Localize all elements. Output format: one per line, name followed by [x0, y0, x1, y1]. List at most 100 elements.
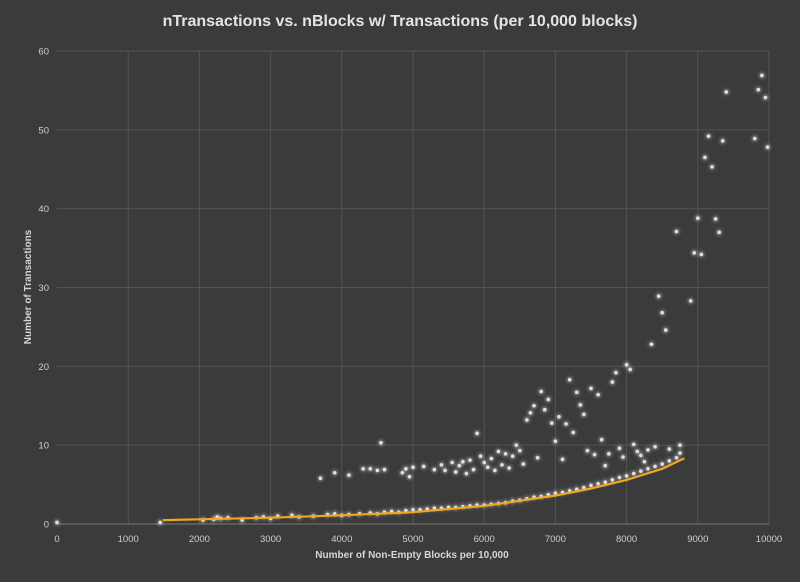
data-point — [596, 392, 600, 397]
chart-title: nTransactions vs. nBlocks w/ Transaction… — [163, 13, 638, 30]
data-point — [724, 90, 729, 94]
data-point — [457, 463, 462, 468]
data-point — [653, 464, 657, 469]
data-point — [496, 449, 501, 454]
data-point — [553, 439, 558, 444]
data-point — [603, 463, 608, 468]
data-point — [542, 407, 547, 412]
x-tick-label: 6000 — [474, 534, 495, 545]
data-point — [475, 431, 479, 436]
data-point — [688, 299, 693, 303]
data-point — [361, 467, 365, 471]
data-point — [631, 471, 636, 476]
y-tick-label: 0 — [44, 520, 49, 531]
data-point — [696, 216, 700, 220]
x-tick-label: 2000 — [189, 534, 210, 545]
data-point — [639, 453, 643, 458]
trendline-layer — [162, 457, 685, 522]
data-point — [489, 456, 494, 461]
data-point — [621, 455, 625, 459]
data-point — [443, 468, 447, 473]
data-point — [500, 463, 504, 467]
data-point — [503, 452, 508, 456]
data-point — [347, 473, 351, 477]
data-point — [710, 165, 714, 169]
data-point — [553, 491, 558, 496]
x-tick-label: 1000 — [118, 534, 139, 545]
data-point — [713, 217, 718, 221]
data-point — [617, 446, 622, 451]
data-point — [546, 397, 551, 402]
data-point — [610, 380, 615, 384]
data-point — [667, 459, 672, 463]
data-point — [439, 463, 444, 467]
data-point — [318, 476, 323, 481]
data-point — [653, 444, 657, 449]
data-point — [646, 448, 650, 452]
data-point — [514, 443, 519, 447]
data-point — [471, 467, 476, 472]
x-tick-label: 7000 — [545, 534, 566, 545]
data-point — [624, 474, 629, 478]
data-point — [589, 386, 593, 391]
tick-labels: 0 1000 2000 3000 4000 5000 6000 7000 8000 9000 100… — [38, 47, 782, 546]
data-point — [55, 520, 59, 525]
data-point — [631, 442, 636, 447]
y-tick-label: 30 — [38, 283, 49, 294]
data-point — [752, 136, 757, 141]
data-point — [765, 145, 770, 149]
y-tick-label: 50 — [38, 125, 49, 136]
data-point — [760, 73, 764, 78]
data-point — [628, 367, 632, 372]
data-point — [564, 422, 568, 426]
data-point — [375, 468, 380, 473]
data-point — [667, 447, 672, 451]
data-point — [528, 411, 533, 415]
data-point — [592, 452, 597, 457]
data-point — [660, 462, 664, 466]
data-point — [535, 455, 540, 460]
x-tick-label: 9000 — [687, 534, 708, 545]
x-axis-label: Number of Non-Empty Blocks per 10,000 — [315, 550, 509, 561]
data-point — [674, 455, 679, 460]
x-tick-label: 10000 — [756, 534, 782, 545]
data-point — [763, 95, 768, 100]
data-point — [674, 229, 679, 234]
data-point — [332, 470, 337, 475]
data-point — [649, 342, 654, 347]
data-point — [603, 480, 608, 485]
data-point — [550, 421, 554, 425]
data-point — [607, 452, 611, 456]
data-point — [578, 403, 583, 407]
data-point — [518, 448, 522, 453]
data-point — [411, 465, 415, 470]
data-point — [660, 310, 664, 315]
data-point — [699, 252, 704, 257]
data-point — [642, 459, 647, 464]
data-point — [678, 443, 682, 447]
data-points — [53, 72, 771, 526]
data-point — [432, 467, 437, 472]
data-point — [703, 155, 707, 160]
x-tick-label: 8000 — [616, 534, 637, 545]
data-point — [400, 470, 405, 475]
trendline — [162, 457, 685, 522]
data-point — [756, 87, 761, 92]
data-point — [589, 483, 593, 488]
data-point — [656, 294, 661, 298]
data-point — [720, 139, 725, 143]
data-point — [532, 403, 536, 408]
y-axis-label: Number of Transactions — [23, 229, 34, 344]
data-point — [368, 467, 373, 471]
data-point — [510, 454, 515, 459]
data-point — [382, 467, 387, 472]
data-point — [468, 458, 472, 462]
x-tick-label: 5000 — [402, 534, 423, 545]
data-point — [678, 451, 682, 455]
data-point — [450, 460, 454, 465]
data-point — [485, 465, 490, 470]
gridlines — [57, 50, 770, 524]
data-point — [596, 481, 600, 486]
data-point — [624, 362, 629, 367]
